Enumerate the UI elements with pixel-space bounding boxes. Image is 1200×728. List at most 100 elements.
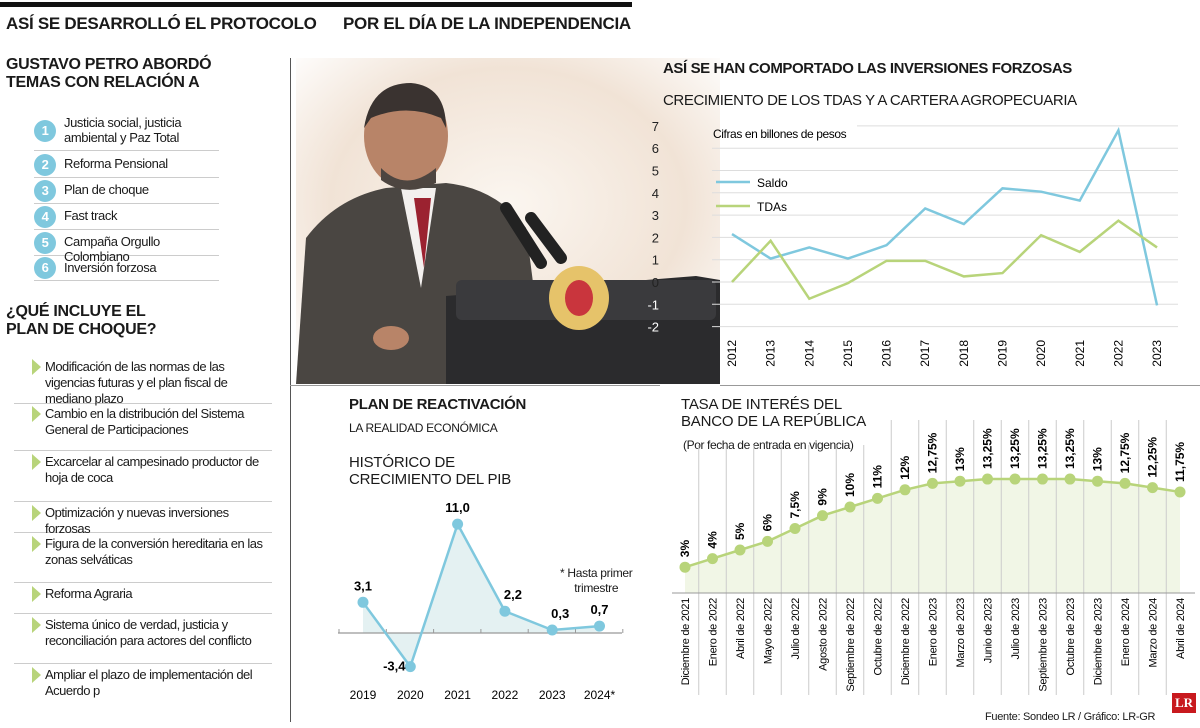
plan-item-text: Figura de la conversión hereditaria en l… [45, 536, 263, 567]
triangle-bullet-icon [32, 536, 41, 552]
chart3-point [817, 510, 828, 522]
topic-item: 2 Reforma Pensional [34, 152, 219, 178]
chart3-point [789, 523, 801, 534]
chart3-xtick-label: Enero de 2024 [1120, 598, 1132, 666]
plan-title-line2: PLAN DE CHOQUE? [6, 321, 157, 338]
topic-text: Reforma Pensional [64, 156, 168, 171]
chart1-xtick-label: 2015 [841, 340, 855, 367]
chart3-data-label: 7,5% [788, 491, 802, 519]
chart1-xtick-label: 2018 [957, 340, 971, 367]
chart3-xtick-label: Octubre de 2022 [873, 598, 885, 676]
plan-item-text: Cambio en la distribución del Sistema Ge… [45, 406, 245, 437]
chart3-point [679, 561, 691, 573]
chart2-data-label: 11,0 [445, 500, 470, 515]
chart2-data-label: -3,4 [383, 659, 406, 674]
plan-item: Figura de la conversión hereditaria en l… [14, 534, 272, 583]
topic-text-line1: Fast track [64, 208, 118, 223]
chart3-data-label: 6% [761, 514, 775, 532]
chart1-ytick-label: 3 [652, 208, 659, 223]
plan-title: ¿QUÉ INCLUYE EL PLAN DE CHOQUE? [6, 303, 156, 339]
plan-item-text: Excarcelar al campesinado productor de h… [45, 454, 259, 485]
chart3-point [707, 553, 718, 565]
topic-item: 6 Inversión forzosa [34, 256, 219, 281]
chart1-ytick-label: -2 [647, 320, 659, 335]
president-photo [296, 58, 720, 384]
topic-text: Plan de choque [64, 182, 149, 197]
chart1-legend-label: Saldo [757, 176, 788, 190]
chart3-point [927, 477, 938, 489]
triangle-bullet-icon [32, 454, 41, 470]
chart3-xtick-label: Abril de 2022 [735, 598, 747, 659]
chart2-xtick-label: 2019 [350, 688, 377, 702]
chart2-data-label: 3,1 [354, 578, 372, 593]
topic-text: Campaña Orgullo Colombiano [64, 234, 219, 264]
chart1-xtick-label: 2014 [802, 340, 816, 367]
chart3-point [844, 501, 856, 513]
chart3-point [1174, 486, 1186, 498]
chart1-xtick-label: 2019 [995, 340, 1009, 367]
plan-item: Modificación de las normas de las vigenc… [14, 357, 272, 406]
chart3-point [762, 535, 773, 547]
topic-text-line1: Inversión forzosa [64, 260, 157, 275]
chart3-data-label: 11% [871, 465, 885, 489]
chart3-data-label: 11,75% [1173, 442, 1187, 482]
topic-item: 4 Fast track [34, 204, 219, 230]
chart3-xtick-label: Agosto de 2022 [818, 598, 830, 671]
chart3-data-label: 12% [898, 455, 912, 479]
chart1-legend-label: TDAs [757, 200, 787, 214]
top-rule [0, 2, 632, 7]
chart3-area [685, 479, 1180, 593]
topic-item: 5 Campaña Orgullo Colombiano [34, 230, 219, 264]
plan-item-text: Optimización y nuevas inversiones forzos… [45, 505, 229, 536]
chart2-point [452, 518, 464, 530]
plan-item: Excarcelar al campesinado productor de h… [14, 452, 272, 502]
chart1-xtick-label: 2017 [918, 340, 932, 367]
chart1-xtick-label: 2013 [764, 340, 778, 367]
topics-title: GUSTAVO PETRO ABORDÓ TEMAS CON RELACIÓN … [6, 56, 212, 92]
chart3-xtick-label: Marzo de 2023 [955, 598, 967, 668]
topic-text-line1: Justicia social, justicia [64, 115, 182, 130]
topics-title-line1: GUSTAVO PETRO ABORDÓ [6, 56, 212, 73]
chart3-xtick-label: Septiembre de 2022 [845, 598, 857, 692]
chart3-title: TASA DE INTERÉS DEL BANCO DE LA REPÚBLIC… [681, 396, 866, 430]
chart3-data-label: 13% [953, 447, 967, 471]
chart1-xtick-label: 2016 [880, 340, 894, 367]
plan-item: Sistema único de verdad, justicia y reco… [14, 615, 272, 664]
chart2-point [594, 620, 605, 632]
chart3-data-label: 13,25% [1008, 428, 1022, 469]
plan-item: Cambio en la distribución del Sistema Ge… [14, 404, 272, 451]
chart1-ytick-label: 1 [652, 253, 659, 268]
chart2-title-line1: HISTÓRICO DE [349, 454, 455, 471]
header-right-title: POR EL DÍA DE LA INDEPENDENCIA [343, 14, 631, 33]
chart3-data-label: 9% [816, 488, 830, 506]
chart2-xtick-label: 2024* [584, 688, 616, 702]
chart3-data-label: 3% [678, 540, 692, 558]
chart2-note: * Hasta primer trimestre [560, 566, 633, 596]
topic-number-badge: 2 [34, 153, 56, 176]
topic-text: Justicia social, justicia ambiental y Paz… [64, 115, 182, 145]
chart2-section-subtitle: LA REALIDAD ECONÓMICA [349, 421, 498, 435]
plan-item-text: Reforma Agraria [45, 586, 133, 601]
chart3-xtick-label: Enero de 2022 [708, 598, 720, 666]
chart2-note-line2: trimestre [574, 581, 619, 595]
plan-item-text: Ampliar el plazo de implementación del A… [45, 667, 253, 698]
chart2-xtick-label: 2020 [397, 688, 424, 702]
chart3-point [1092, 475, 1103, 487]
chart3-point [1037, 473, 1048, 485]
triangle-bullet-icon [32, 617, 41, 633]
chart3-point [734, 544, 746, 556]
topic-text-line1: Plan de choque [64, 182, 149, 197]
topics-title-line2: TEMAS CON RELACIÓN A [6, 74, 200, 91]
chart3-data-label: 13,25% [1036, 428, 1050, 469]
topic-number-badge: 6 [34, 257, 56, 279]
chart1-title: ASÍ SE HAN COMPORTADO LAS INVERSIONES FO… [663, 60, 1072, 77]
chart1-series-tdas-line [731, 219, 1158, 301]
chart1-ytick-label: 2 [652, 230, 659, 245]
topic-number-badge: 4 [34, 205, 56, 228]
header-left-title: ASÍ SE DESARROLLÓ EL PROTOCOLO [6, 14, 317, 33]
chart3-xtick-label: Mayo de 2022 [763, 598, 775, 664]
chart3-data-label: 13,25% [981, 428, 995, 469]
plan-item: Reforma Agraria [14, 584, 272, 614]
chart3-xtick-label: Junio de 2023 [983, 598, 995, 663]
chart3-point [1064, 473, 1076, 485]
